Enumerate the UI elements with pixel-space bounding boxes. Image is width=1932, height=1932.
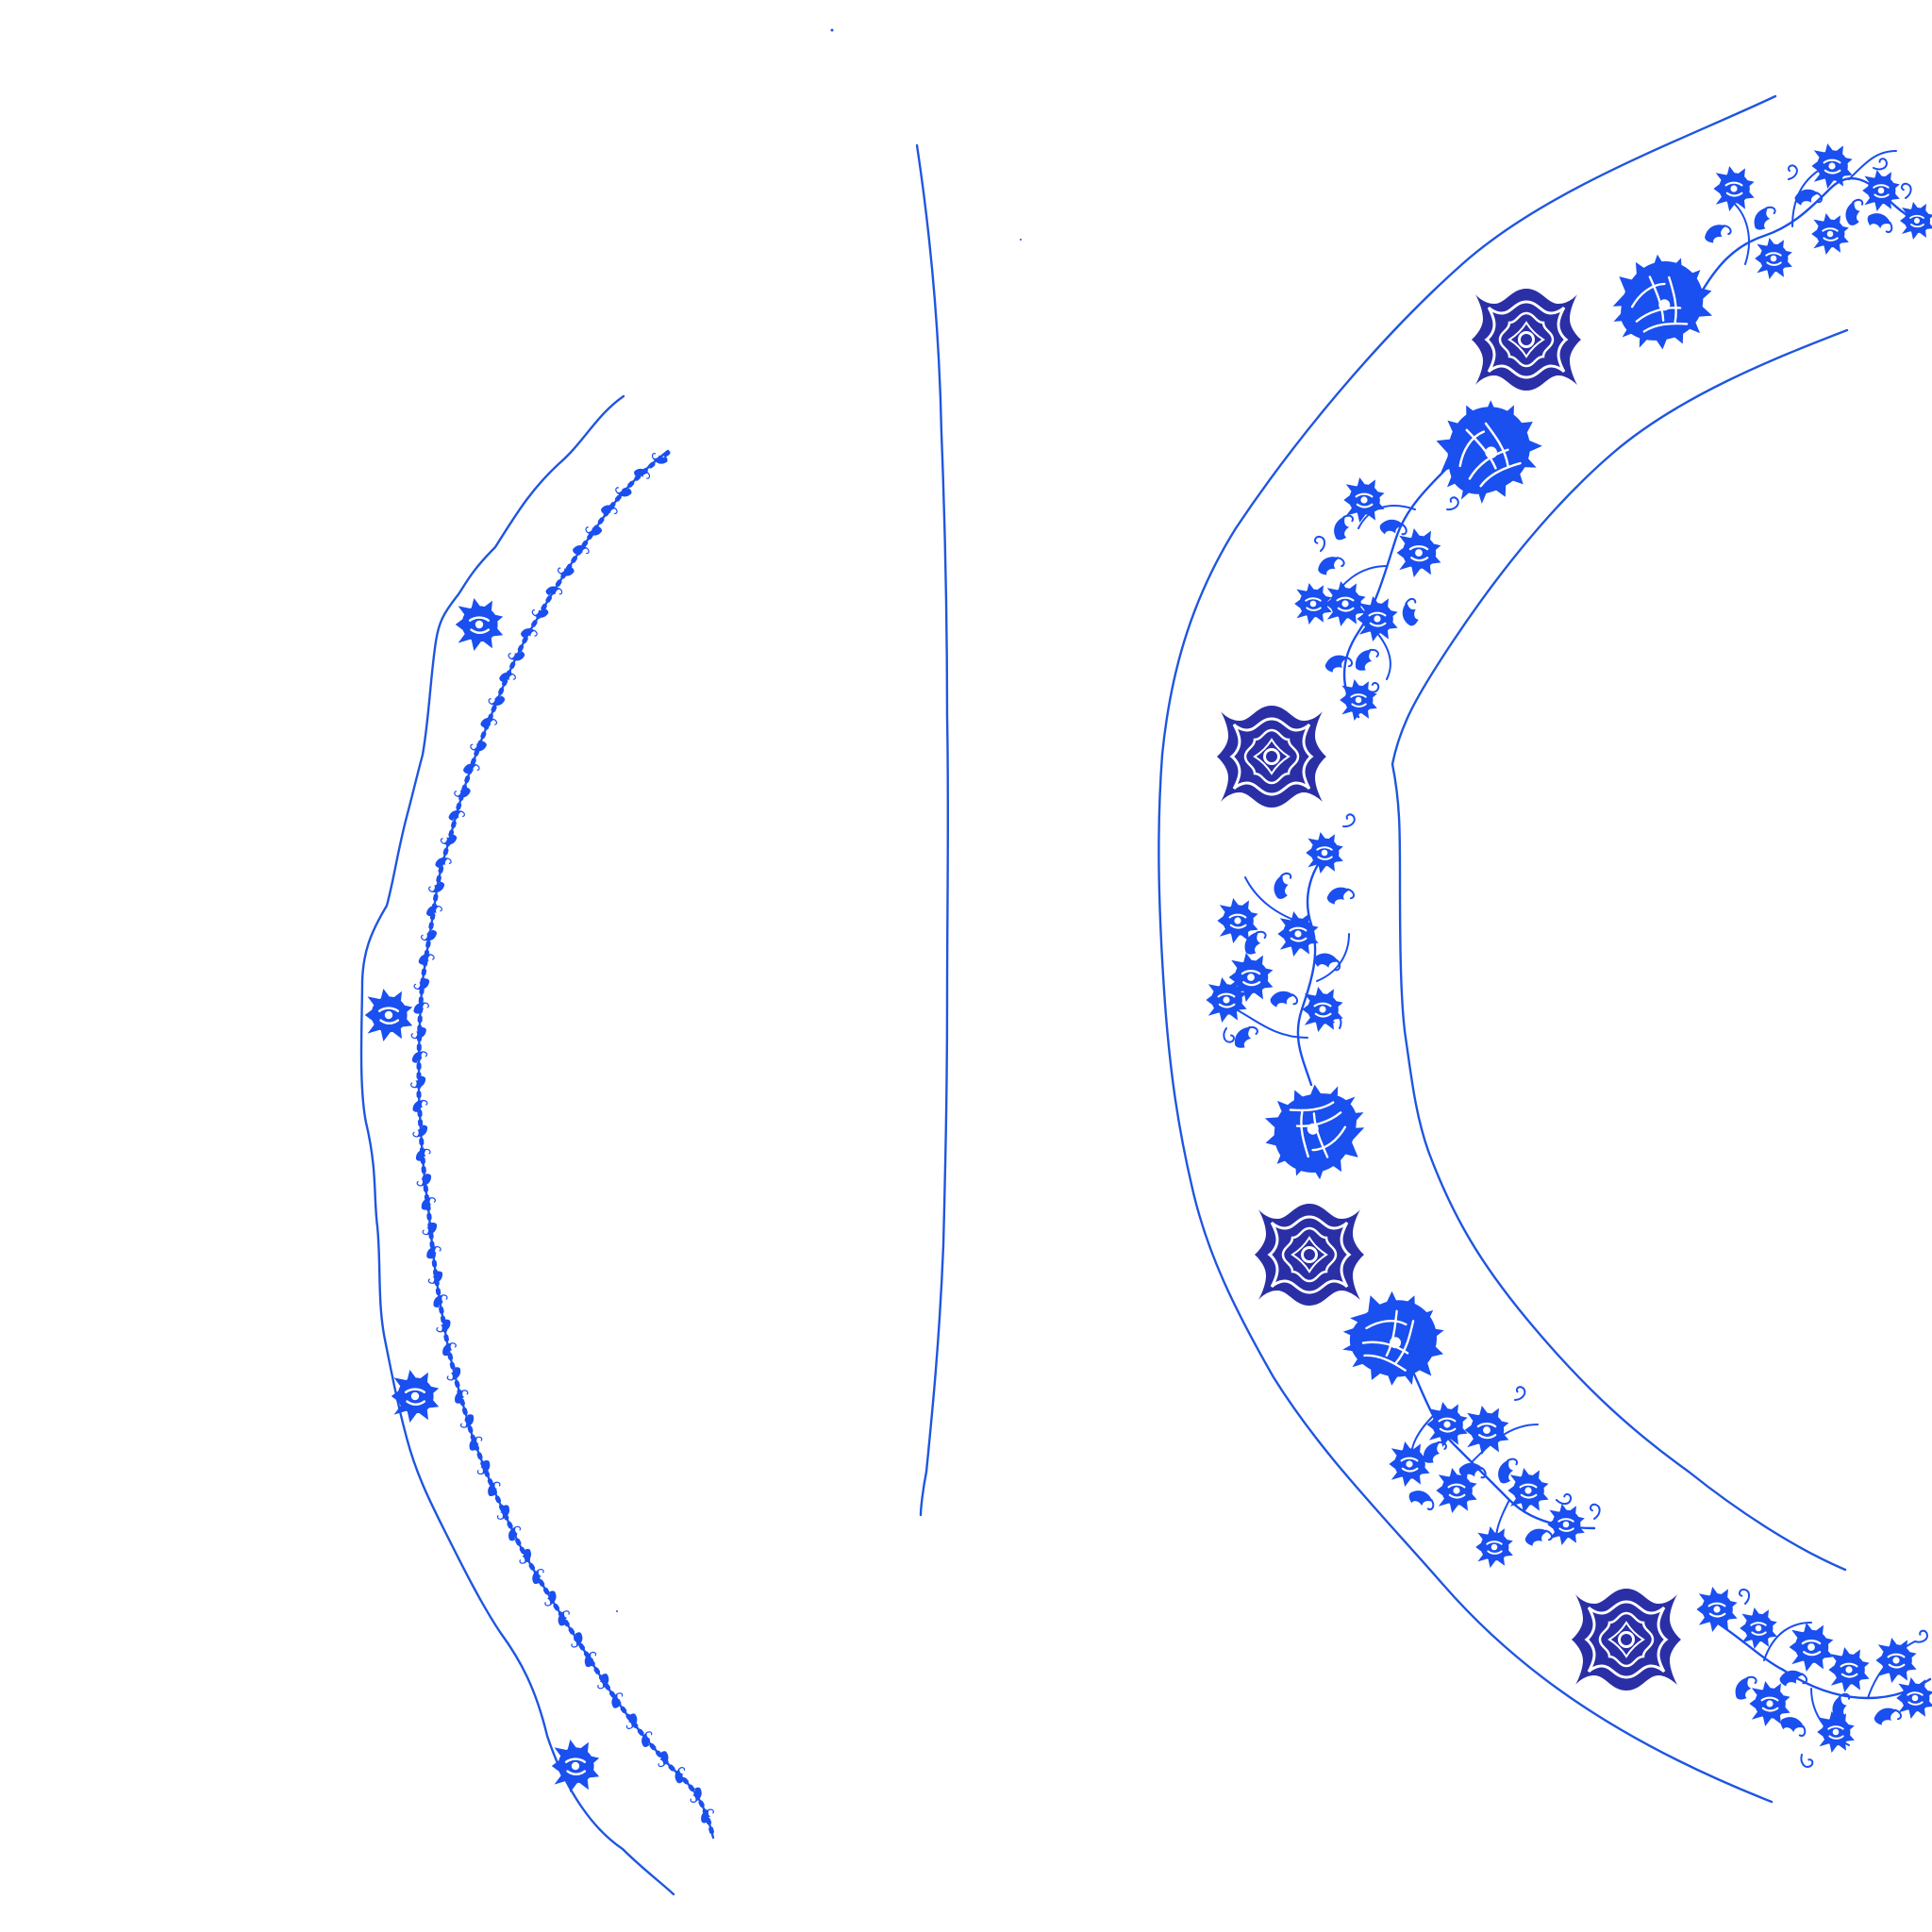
scroll-leaf [515,1546,536,1566]
quatrefoil-lotus-medallion [1215,704,1328,809]
peony-scroll-spray [1329,1275,1604,1569]
border-inner-line [1391,328,1849,1572]
quatrefoil-lotus-medallion [1570,1587,1683,1692]
ink-speck [616,1610,618,1612]
quatrefoil-lotus-medallion [1253,1202,1366,1307]
scroll-leaf [505,1524,525,1543]
scroll-leaf [447,808,466,824]
small-lotus-flower [363,987,414,1043]
rim-border-narrow [359,394,717,1896]
scroll-leaf [493,1503,513,1522]
ink-speck [830,28,834,32]
side-profile-line [616,28,1022,1612]
small-lotus-flower [550,1738,601,1794]
scroll-leaf [556,560,576,580]
scroll-leaf [487,691,507,709]
quatrefoil-lotus-medallion [1470,287,1583,392]
scroll-leaf [507,646,526,665]
scroll-leaf [466,1435,486,1453]
scroll-leaf [427,879,446,895]
border-outer-line [359,394,675,1896]
rim-border-wide [1158,94,1932,1804]
profile-curve [915,143,950,1517]
ink-speck [1020,239,1022,241]
vine-leaves [410,447,717,1825]
border-outer-line [1158,94,1777,1804]
peony-scroll-spray [1602,142,1932,358]
border-inner-line [417,449,715,1840]
peony-scroll-spray [1293,379,1560,722]
trailing-scroll-vine [416,450,716,1840]
peony-scroll-spray [1205,812,1375,1190]
scroll-leaf [474,1458,493,1476]
scroll-leaf [528,1567,549,1587]
scroll-leaf [554,1608,575,1628]
scroll-leaf [420,927,439,943]
peony-scroll-spray [1695,1585,1932,1770]
small-lotus-flower [454,596,505,653]
scroll-leaf [484,1480,504,1498]
small-lotus-flower [390,1368,441,1424]
